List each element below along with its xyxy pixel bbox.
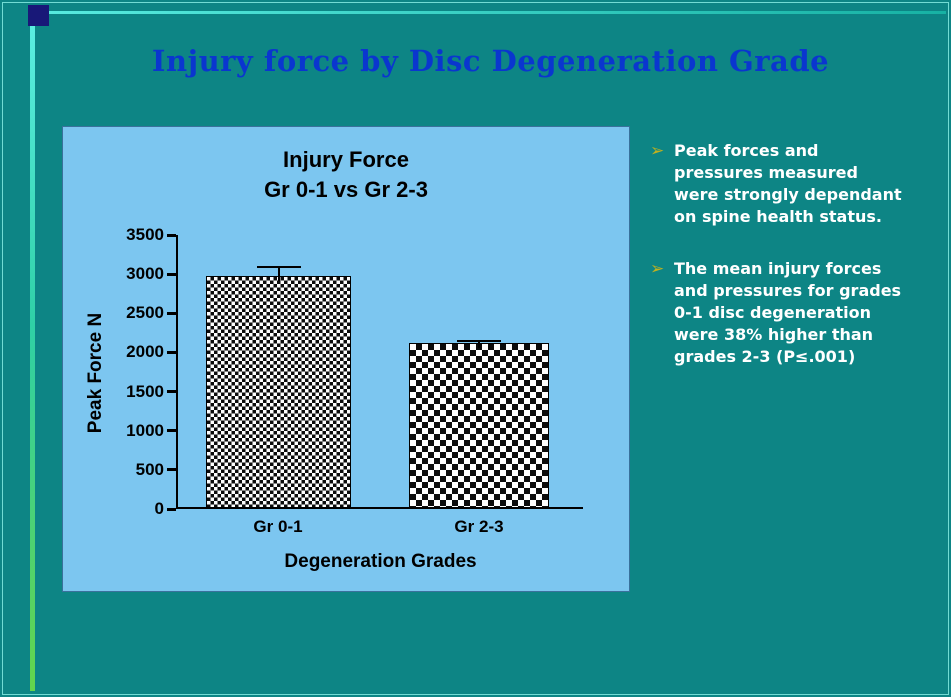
tick-mark [167, 233, 176, 237]
arrow-bullet-icon: ➢ [650, 141, 665, 161]
tick-mark [167, 272, 176, 276]
left-rule-decoration [30, 26, 35, 691]
x-axis-label: Degeneration Grades [284, 551, 477, 572]
y-axis-label: Peak Force N [85, 312, 106, 434]
error-bar-gr-0-1 [257, 266, 301, 281]
bullet-text: Peak forces and pressures measured were … [674, 141, 902, 226]
chart-title-line2: Gr 0-1 vs Gr 2-3 [264, 177, 428, 202]
y-tick-1500: 1500 [126, 382, 176, 402]
chart-title-line1: Injury Force [283, 147, 409, 172]
y-tick-0: 0 [155, 499, 176, 519]
bar-gr-0-1 [206, 276, 351, 509]
x-tick-gr-0-1: Gr 0-1 [253, 517, 303, 536]
y-tick-500: 500 [136, 460, 176, 480]
chart-title: Injury Force Gr 0-1 vs Gr 2-3 [63, 145, 629, 205]
y-tick-2500: 2500 [126, 303, 176, 323]
error-bar-gr-2-3 [457, 340, 501, 348]
bar-gr-2-3 [409, 343, 549, 509]
bullet-item: ➢ Peak forces and pressures measured wer… [650, 140, 942, 228]
arrow-bullet-icon: ➢ [650, 259, 665, 279]
corner-square-decoration [28, 5, 49, 26]
y-axis-line [176, 235, 178, 509]
bullet-list: ➢ Peak forces and pressures measured wer… [650, 140, 942, 398]
plot-area: 0 500 1000 1500 2000 2500 3000 3500 Gr 0… [126, 225, 583, 572]
tick-mark [167, 350, 176, 354]
tick-mark [167, 429, 176, 433]
top-rule-decoration [49, 11, 946, 14]
tick-mark [167, 390, 176, 394]
y-tick-3000: 3000 [126, 264, 176, 284]
chart-panel: Injury Force Gr 0-1 vs Gr 2-3 Peak Force… [62, 126, 630, 592]
x-tick-gr-2-3: Gr 2-3 [454, 517, 504, 536]
y-tick-3500: 3500 [126, 225, 176, 245]
slide-title: Injury force by Disc Degeneration Grade [151, 44, 830, 78]
y-tick-2000: 2000 [126, 342, 176, 362]
tick-mark [167, 468, 176, 472]
bullet-item: ➢ The mean injury forces and pressures f… [650, 258, 942, 368]
y-tick-1000: 1000 [126, 421, 176, 441]
bullet-text: The mean injury forces and pressures for… [674, 259, 902, 366]
tick-mark [167, 507, 176, 511]
x-axis-line [176, 507, 583, 509]
tick-mark [167, 311, 176, 315]
